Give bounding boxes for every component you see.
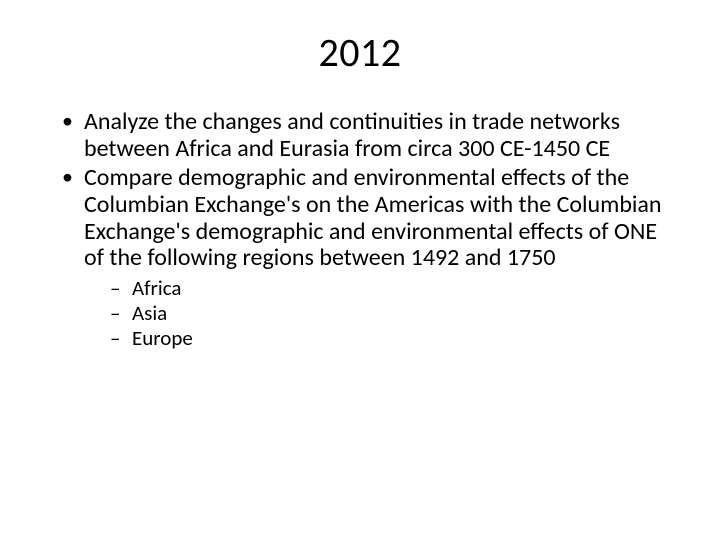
sub-bullet-text: Africa bbox=[132, 275, 181, 301]
bullet-list: Analyze the changes and continuities in … bbox=[58, 109, 662, 351]
bullet-text: Analyze the changes and continuities in … bbox=[84, 107, 620, 163]
sub-bullet-text: Europe bbox=[132, 325, 193, 351]
sub-bullet-text: Asia bbox=[132, 300, 167, 326]
sub-bullet-item: Europe bbox=[110, 326, 662, 351]
slide-title: 2012 bbox=[58, 28, 662, 77]
bullet-item: Compare demographic and environmental ef… bbox=[58, 165, 662, 351]
sub-bullet-list: Africa Asia Europe bbox=[84, 276, 662, 350]
bullet-text: Compare demographic and environmental ef… bbox=[84, 163, 662, 273]
slide: 2012 Analyze the changes and continuitie… bbox=[0, 0, 720, 540]
bullet-item: Analyze the changes and continuities in … bbox=[58, 109, 662, 163]
sub-bullet-item: Africa bbox=[110, 276, 662, 301]
sub-bullet-item: Asia bbox=[110, 301, 662, 326]
